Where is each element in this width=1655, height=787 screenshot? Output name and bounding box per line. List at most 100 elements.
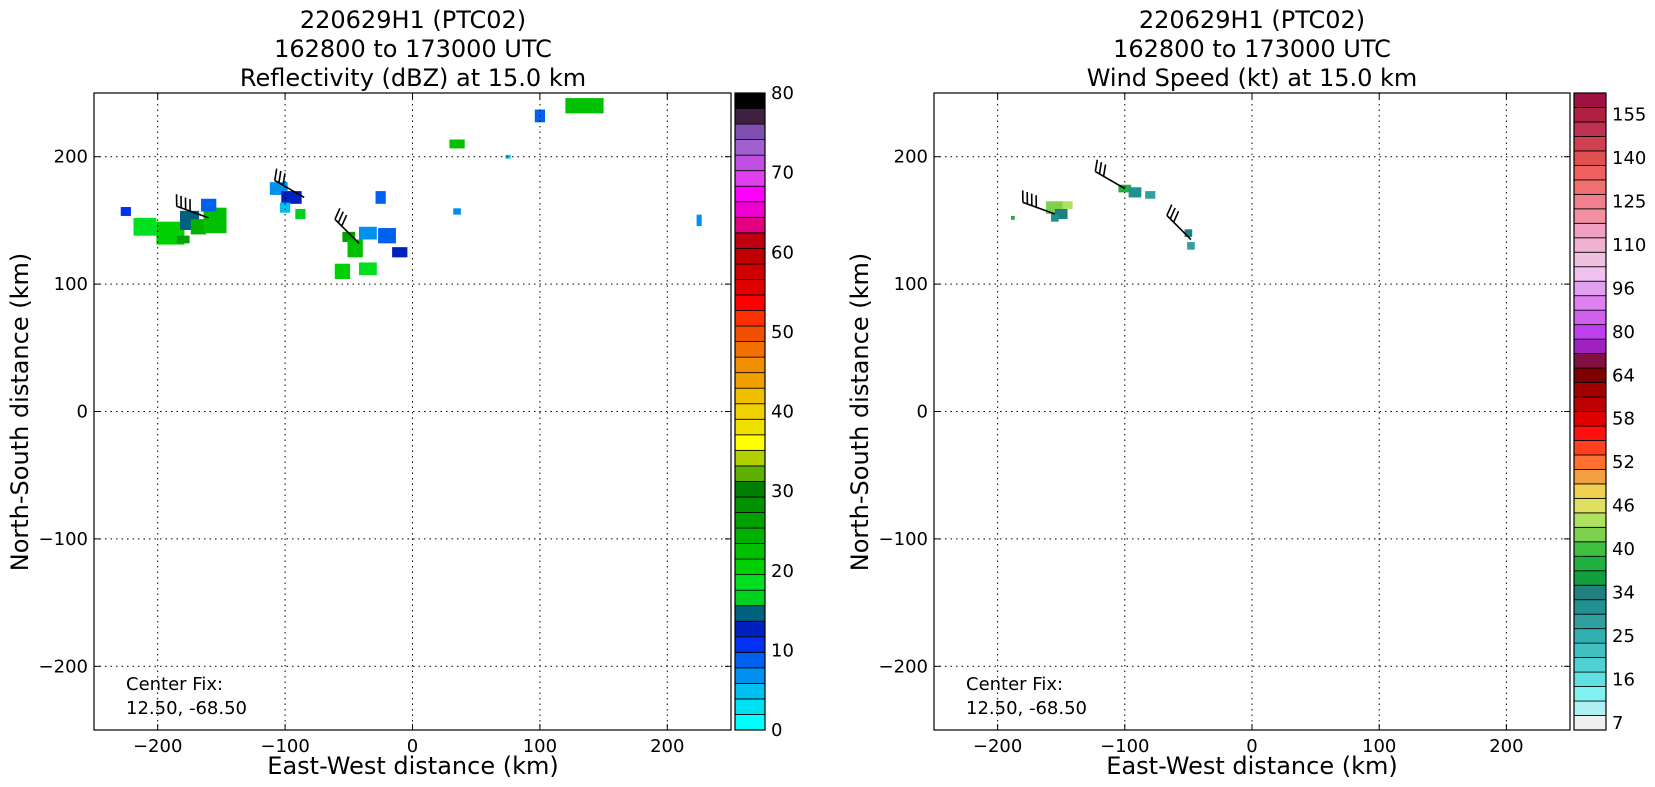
panel-title-line-3: Wind Speed (kt) at 15.0 km — [1087, 64, 1418, 92]
colorbar-segment — [1573, 642, 1607, 659]
data-cell — [449, 139, 465, 149]
colorbar-segment — [734, 341, 766, 358]
colorbar-segment — [734, 294, 766, 311]
wind-barb-shaft — [1166, 214, 1192, 241]
data-cell — [280, 202, 291, 213]
wind-barb-shaft — [1022, 201, 1056, 215]
data-cell — [1054, 208, 1068, 220]
y-tick-label: −100 — [39, 529, 88, 550]
colorbar-tick-label: 0 — [771, 720, 782, 741]
plot-frame — [93, 92, 732, 731]
colorbar-segment — [734, 154, 766, 172]
colorbar-tick-label: 16 — [1612, 669, 1635, 690]
colorbar-segment — [734, 108, 766, 125]
colorbar: 7 16 25 34 40 46 52 58 64 80 96 110 125 140 155 — [1573, 92, 1646, 734]
colorbar-tick-label: 46 — [1612, 496, 1635, 517]
colorbar-segment — [734, 496, 766, 513]
colorbar-segment — [1573, 454, 1607, 470]
colorbar-segment — [1573, 512, 1607, 528]
colorbar-segment — [734, 372, 766, 389]
x-tick-label: 0 — [407, 736, 418, 757]
data-cell — [696, 214, 702, 227]
colorbar-segment — [1573, 251, 1607, 268]
colorbar-segment — [734, 185, 766, 203]
x-tick-label: −100 — [260, 736, 309, 757]
wind-barb-shaft — [274, 179, 305, 199]
colorbar-segment — [1573, 541, 1607, 557]
colorbar-tick-label: 30 — [771, 481, 794, 502]
colorbar-tick-label: 155 — [1612, 105, 1646, 126]
data-cell — [1187, 242, 1195, 250]
colorbar-segment — [734, 247, 766, 265]
data-cell — [203, 207, 227, 234]
colorbar-segment — [1573, 136, 1607, 152]
data-cell — [1128, 187, 1142, 198]
center-fix-label: Center Fix: — [126, 674, 223, 695]
wind-barb-shaft — [176, 205, 209, 219]
panel-title-line-2: 162800 to 173000 UTC — [274, 35, 552, 63]
colorbar-segment — [734, 403, 766, 420]
data-cell — [358, 226, 377, 240]
colorbar-segment — [734, 527, 766, 544]
colorbar-tick-label: 40 — [1612, 539, 1635, 560]
wind-speed-panel: 220629H1 (PTC02) 162800 to 173000 UTC Wi… — [846, 6, 1646, 780]
wind-barb — [1094, 159, 1126, 190]
panel-title-line-3: Reflectivity (dBZ) at 15.0 km — [240, 64, 586, 92]
colorbar-segment — [1573, 338, 1607, 354]
colorbar-segment — [1573, 150, 1607, 166]
colorbar-segment — [734, 216, 766, 234]
wind-barb-flag — [282, 173, 286, 186]
colorbar-segment — [1573, 208, 1607, 224]
wind-barb-flag — [273, 168, 278, 181]
wind-barb — [334, 208, 360, 244]
data-cell — [133, 217, 157, 236]
data-cell — [378, 228, 396, 244]
x-tick-label: −100 — [1100, 736, 1149, 757]
colorbar-segment — [1573, 497, 1607, 514]
y-tick-label: 100 — [54, 274, 88, 295]
colorbar-segment — [1573, 570, 1607, 586]
data-cell — [334, 263, 351, 280]
wind-barb — [273, 168, 305, 199]
data-cell — [375, 191, 386, 204]
colorbar-segment — [1573, 686, 1607, 702]
wind-barb-flag — [1094, 159, 1099, 172]
colorbar: 0 10 20 30 40 50 60 70 80 — [734, 83, 794, 741]
colorbar-segment — [734, 667, 766, 684]
colorbar-segment — [734, 543, 766, 560]
y-axis-label: North-South distance (km) — [6, 253, 34, 572]
colorbar-segment — [1573, 526, 1607, 543]
colorbar-tick-label: 70 — [771, 163, 794, 184]
colorbar-tick-label: 60 — [771, 242, 794, 263]
colorbar-segment — [1573, 628, 1607, 644]
colorbar-segment — [734, 449, 766, 467]
plot-frame — [933, 92, 1571, 731]
wind-barb-flag — [334, 208, 341, 220]
x-tick-label: 100 — [523, 736, 557, 757]
colorbar-tick-label: 125 — [1612, 192, 1646, 213]
wind-barb — [175, 194, 209, 219]
colorbar-segment — [734, 651, 766, 669]
colorbar-segment — [734, 325, 766, 342]
colorbar-tick-label: 50 — [771, 322, 794, 343]
center-fix-value: 12.50, -68.50 — [126, 698, 247, 719]
center-fix-value: 12.50, -68.50 — [966, 698, 1087, 719]
reflectivity-panel: 220629H1 (PTC02) 162800 to 173000 UTC Re… — [6, 6, 794, 780]
y-axis-label: North-South distance (km) — [846, 253, 874, 572]
x-tick-label: 0 — [1246, 736, 1257, 757]
wind-barb-flag — [1172, 210, 1180, 223]
colorbar-segment — [734, 123, 766, 141]
panel-title-line-1: 220629H1 (PTC02) — [300, 6, 526, 34]
colorbar-tick-label: 140 — [1612, 148, 1646, 169]
colorbar-segment — [734, 698, 766, 715]
wind-barb-flag — [1169, 207, 1176, 220]
colorbar-segment — [1573, 280, 1607, 297]
data-cell — [1145, 191, 1156, 199]
center-fix-label: Center Fix: — [966, 674, 1063, 695]
x-tick-label: −200 — [973, 736, 1022, 757]
colorbar-segment — [734, 605, 766, 622]
colorbar-frame — [1573, 92, 1607, 731]
colorbar-segment — [734, 558, 766, 576]
colorbar-segment — [1573, 700, 1607, 716]
colorbar-tick-label: 80 — [1612, 322, 1635, 343]
